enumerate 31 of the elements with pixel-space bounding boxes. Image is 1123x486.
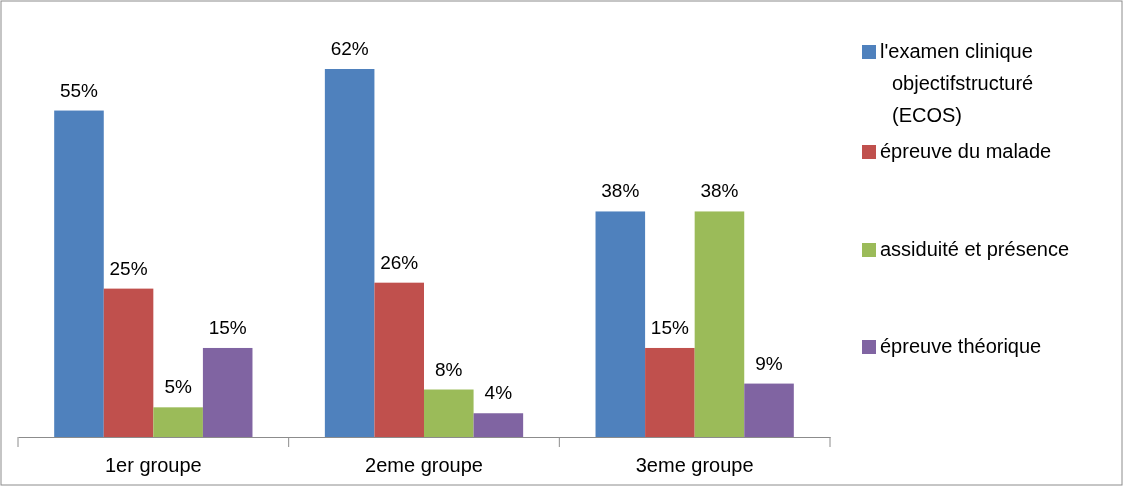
legend-label: épreuve du malade — [880, 140, 1052, 162]
data-label: 9% — [755, 352, 783, 374]
data-label: 62% — [330, 38, 369, 59]
x-tick-label: 2eme groupe — [365, 454, 483, 476]
legend-label: épreuve théorique — [880, 335, 1042, 357]
bar — [473, 413, 524, 437]
bar — [424, 389, 474, 437]
bar — [54, 110, 104, 437]
data-label: 5% — [164, 376, 192, 398]
data-label: 8% — [435, 358, 463, 380]
bar — [595, 211, 646, 437]
legend-label: assiduité et présence — [880, 238, 1070, 260]
bar — [694, 211, 745, 437]
legend-label: l'examen clinique objectifstructuré (ECOS) — [880, 40, 1034, 126]
x-tick-label: 1er groupe — [104, 454, 202, 476]
bar — [744, 383, 794, 437]
x-tick-label: 3eme groupe — [635, 454, 754, 476]
bar — [374, 282, 424, 437]
data-label: 55% — [59, 79, 99, 101]
data-label: 4% — [484, 382, 513, 404]
data-label: 38% — [700, 180, 739, 202]
bar — [324, 69, 375, 437]
data-label: 15% — [208, 316, 247, 338]
bar — [645, 347, 695, 437]
data-label: 15% — [650, 316, 689, 338]
data-label: 38% — [601, 180, 640, 202]
data-label: 25% — [109, 257, 148, 279]
data-label: 26% — [380, 251, 419, 273]
bar — [103, 288, 154, 437]
bar — [153, 407, 203, 437]
bar — [202, 347, 253, 437]
